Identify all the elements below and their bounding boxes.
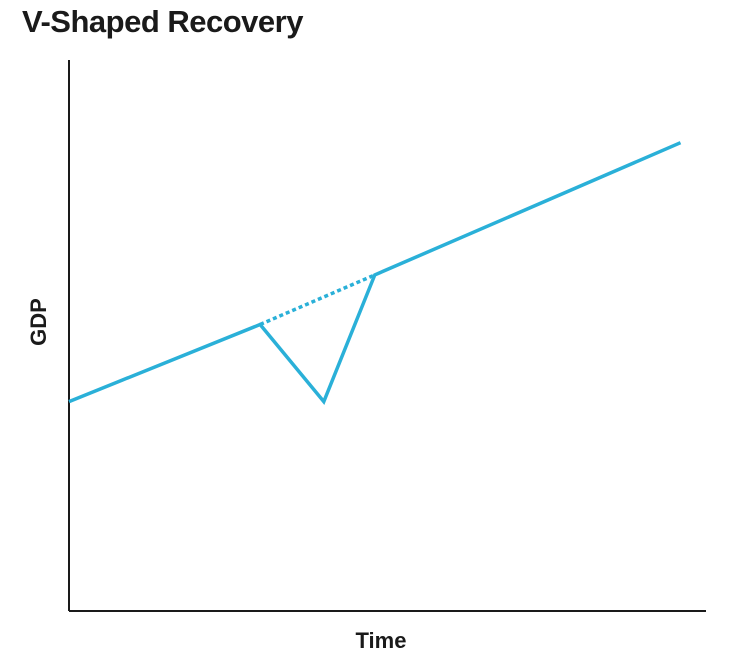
y-axis-label: GDP — [26, 298, 51, 346]
chart-title: V-Shaped Recovery — [22, 4, 303, 39]
series-layer — [68, 141, 682, 405]
x-axis-label: Time — [356, 628, 407, 653]
series-line-gdp — [68, 141, 682, 405]
